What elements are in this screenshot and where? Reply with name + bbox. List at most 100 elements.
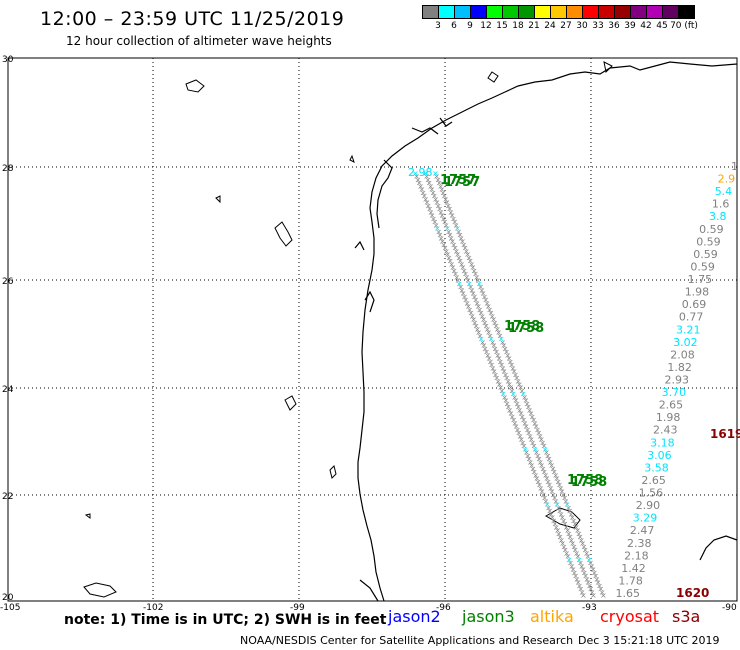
track-marker: × [549,513,556,522]
track-marker: × [417,182,424,191]
track-marker: × [575,552,582,561]
track-marker: × [565,529,572,538]
track-marker: × [512,419,519,428]
track-marker: × [513,422,520,431]
track-marker: × [575,529,582,538]
track-marker: × [561,542,568,551]
track-marker: × [528,435,535,444]
color-scale-label: 6 [451,21,457,31]
lat-tick: 24 [2,385,14,395]
swh-value-label: 1.42 [621,562,646,575]
track-marker: × [502,370,509,379]
track-marker: × [563,523,570,532]
footer-credit: NOAA/NESDIS Center for Satellite Applica… [240,634,574,647]
altimeter-tracks: ××××××××××××××××××××××××××××××××××××××××… [412,169,607,600]
track-marker: × [487,357,494,366]
track-marker: × [485,328,492,337]
track-marker: × [419,185,426,194]
track-marker: × [492,344,499,353]
track-marker: × [599,588,606,597]
track-marker: × [578,562,585,571]
track-marker: × [431,218,438,227]
track-marker: × [439,211,446,220]
track-marker: × [439,237,446,246]
track-marker: × [512,370,519,379]
track-marker: × [594,575,601,584]
swh-value-label: 3.8 [709,210,727,223]
track-marker: × [421,192,428,201]
latitude-ticks: 30 28 26 24 22 20 [2,55,14,603]
track-marker: × [569,513,576,522]
track-marker: × [600,591,607,600]
track-marker: × [564,500,571,509]
lon-tick: -105 [0,603,20,613]
track-marker: × [537,484,544,493]
track-marker: × [463,247,470,256]
track-marker: × [543,448,550,457]
track-marker: × [439,185,446,194]
track-marker: × [490,364,497,373]
lat-tick: 26 [2,277,14,287]
track-marker: × [462,244,469,253]
track-marker: × [452,270,459,279]
track-marker: × [500,390,507,399]
track-marker: × [474,299,481,308]
track-marker: × [422,169,429,178]
track-marker: × [535,477,542,486]
track-marker: × [475,328,482,337]
lat-tick: 30 [2,55,14,65]
track-marker: × [496,354,503,363]
track-marker: × [542,471,549,480]
track-marker: × [452,244,459,253]
track-marker: × [447,231,454,240]
swh-value-label: 5.4 [715,185,733,198]
track-marker: × [453,221,460,230]
track-marker: × [535,429,542,438]
track-marker: × [558,536,565,545]
swh-value-label: 0.69 [682,298,707,311]
track-marker: × [590,565,597,574]
track-marker: × [505,403,512,412]
track-marker: × [432,169,439,178]
swh-value-label: 3.58 [644,461,669,474]
track-marker: × [440,189,447,198]
legend-s3a: s3a [672,607,701,626]
track-marker: × [425,202,432,211]
track-marker: × [530,464,537,473]
track-marker: × [431,192,438,201]
track-marker: × [491,318,498,327]
track-marker: × [572,572,579,581]
track-marker: × [511,393,518,402]
track-marker: × [434,198,441,207]
track-marker: × [449,211,456,220]
color-scale-label: 30 [576,21,588,31]
swh-value-label: 1 [731,160,738,173]
track-marker: × [536,455,543,464]
legend-jason2: jason2 [388,607,441,626]
swh-value-label: 1.56 [639,487,664,500]
map-frame [7,57,738,602]
swh-value-label: 1.6 [712,198,730,211]
track-time-label: 1758 [508,321,544,336]
track-marker: × [461,266,468,275]
swh-value-label: 0.77 [679,311,704,324]
track-marker: × [585,552,592,561]
swh-value-label: 0.59 [699,223,724,236]
swh-value-label: 0.59 [693,248,718,261]
track-marker: × [560,516,567,525]
track-marker: × [454,224,461,233]
track-marker: × [435,227,442,236]
track-marker: × [494,325,501,334]
track-marker: × [544,500,551,509]
track-marker: × [473,273,480,282]
track-marker: × [460,263,467,272]
track-marker: × [498,361,505,370]
track-marker: × [503,374,510,383]
track-marker: × [550,490,557,499]
track-marker: × [596,581,603,590]
track-marker: × [587,559,594,568]
track-marker: × [545,477,552,486]
track-marker: × [559,513,566,522]
track-marker: × [586,581,593,590]
track-marker: × [570,516,577,525]
